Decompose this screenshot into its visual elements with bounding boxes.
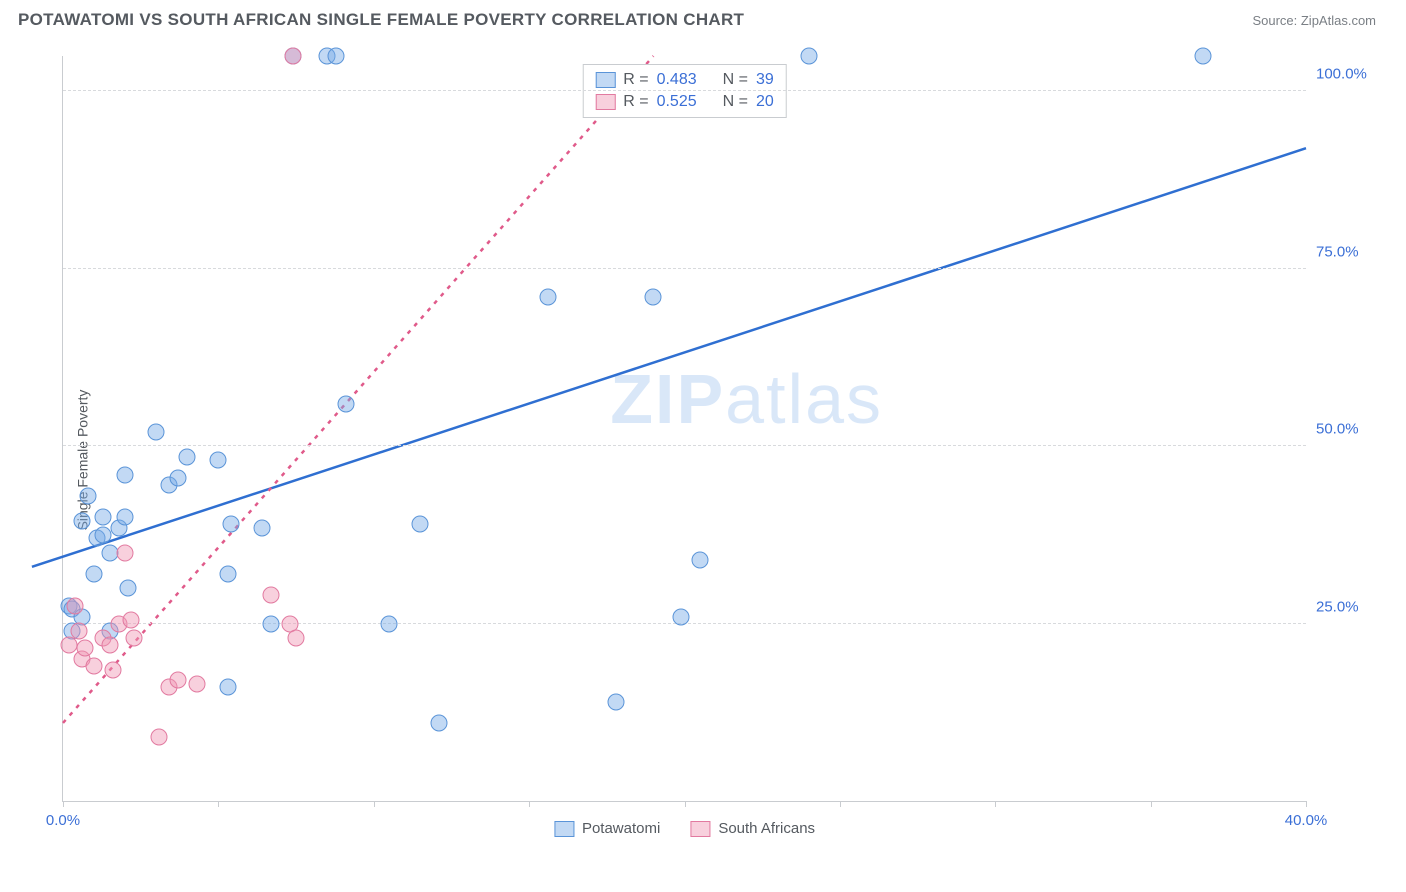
x-tick [218, 801, 219, 807]
chart-title: POTAWATOMI VS SOUTH AFRICAN SINGLE FEMAL… [18, 10, 744, 30]
data-point [608, 693, 625, 710]
swatch-pink-icon [690, 821, 710, 837]
data-point [151, 729, 168, 746]
x-tick [529, 801, 530, 807]
trend-line-0 [32, 148, 1306, 567]
data-point [169, 672, 186, 689]
chart-container: Single Female Poverty ZIPatlas R = 0.483… [18, 48, 1386, 872]
data-point [101, 636, 118, 653]
data-point [431, 714, 448, 731]
y-tick-label: 25.0% [1316, 598, 1376, 615]
data-point [188, 675, 205, 692]
data-point [117, 466, 134, 483]
correlation-row-1: R = 0.483 N = 39 [595, 69, 774, 91]
data-point [169, 470, 186, 487]
source-label: Source: ZipAtlas.com [1252, 13, 1376, 28]
data-point [126, 629, 143, 646]
legend-item-2: South Africans [690, 820, 815, 837]
plot-area: ZIPatlas R = 0.483 N = 39 R = 0.525 N = … [62, 56, 1306, 802]
series-legend: Potawatomi South Africans [554, 820, 815, 837]
data-point [263, 615, 280, 632]
data-point [117, 509, 134, 526]
n-value-1: 39 [756, 71, 774, 89]
r-label: R = [623, 93, 648, 111]
y-tick-label: 50.0% [1316, 421, 1376, 438]
legend-item-1: Potawatomi [554, 820, 660, 837]
data-point [219, 565, 236, 582]
n-label: N = [723, 93, 748, 111]
data-point [67, 597, 84, 614]
x-tick [374, 801, 375, 807]
data-point [412, 516, 429, 533]
data-point [645, 289, 662, 306]
data-point [337, 395, 354, 412]
x-tick [995, 801, 996, 807]
data-point [117, 544, 134, 561]
data-point [800, 48, 817, 65]
x-tick [840, 801, 841, 807]
x-tick [63, 801, 64, 807]
gridline-h [63, 268, 1306, 269]
data-point [73, 512, 90, 529]
swatch-blue-icon [595, 72, 615, 88]
x-tick-label: 0.0% [46, 812, 80, 829]
data-point [101, 544, 118, 561]
trend-lines-svg [63, 56, 1306, 801]
data-point [210, 452, 227, 469]
data-point [79, 487, 96, 504]
data-point [120, 580, 137, 597]
data-point [263, 587, 280, 604]
data-point [692, 551, 709, 568]
chart-header: POTAWATOMI VS SOUTH AFRICAN SINGLE FEMAL… [0, 0, 1406, 35]
data-point [70, 622, 87, 639]
correlation-row-2: R = 0.525 N = 20 [595, 91, 774, 113]
y-tick-label: 100.0% [1316, 66, 1376, 83]
r-label: R = [623, 71, 648, 89]
r-value-1: 0.483 [657, 71, 697, 89]
n-value-2: 20 [756, 93, 774, 111]
data-point [539, 289, 556, 306]
data-point [284, 48, 301, 65]
legend-label-1: Potawatomi [582, 820, 660, 837]
data-point [328, 48, 345, 65]
data-point [148, 424, 165, 441]
data-point [381, 615, 398, 632]
x-tick [685, 801, 686, 807]
data-point [95, 526, 112, 543]
y-tick-label: 75.0% [1316, 243, 1376, 260]
n-label: N = [723, 71, 748, 89]
swatch-blue-icon [554, 821, 574, 837]
data-point [86, 658, 103, 675]
data-point [222, 516, 239, 533]
data-point [219, 679, 236, 696]
x-tick [1151, 801, 1152, 807]
legend-label-2: South Africans [718, 820, 815, 837]
x-tick [1306, 801, 1307, 807]
data-point [95, 509, 112, 526]
gridline-h [63, 445, 1306, 446]
data-point [1195, 48, 1212, 65]
swatch-pink-icon [595, 94, 615, 110]
x-tick-label: 40.0% [1285, 812, 1328, 829]
data-point [76, 640, 93, 657]
data-point [123, 612, 140, 629]
gridline-h [63, 90, 1306, 91]
data-point [86, 565, 103, 582]
r-value-2: 0.525 [657, 93, 697, 111]
data-point [253, 519, 270, 536]
data-point [288, 629, 305, 646]
data-point [673, 608, 690, 625]
data-point [179, 448, 196, 465]
data-point [61, 636, 78, 653]
data-point [104, 661, 121, 678]
